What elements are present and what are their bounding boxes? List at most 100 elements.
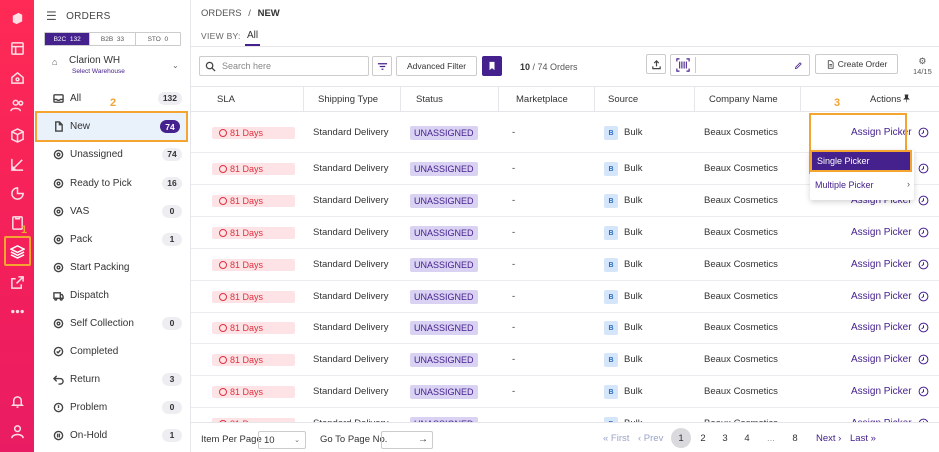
document-icon xyxy=(827,59,834,69)
history-icon[interactable] xyxy=(918,127,929,138)
first-page-button[interactable]: « First xyxy=(603,433,630,444)
layout-icon[interactable] xyxy=(7,38,27,58)
table-row[interactable]: 81 Days Standard Delivery UNASSIGNED - B Bulk… xyxy=(191,113,939,153)
segment-b2c[interactable]: B2C 132 xyxy=(45,33,91,45)
assign-picker-link[interactable]: Assign Picker xyxy=(851,291,912,302)
sidebar-item-label: Return xyxy=(70,373,101,385)
marketplace-cell: - xyxy=(512,195,516,206)
last-page-button[interactable]: Last » xyxy=(850,433,876,444)
company-cell: Beaux Cosmetics xyxy=(704,386,778,397)
arrow-right-icon[interactable]: → xyxy=(418,434,428,445)
layers-icon[interactable] xyxy=(4,236,31,266)
column-status[interactable]: Status xyxy=(416,93,443,105)
sidebar-item-start-packing[interactable]: Start Packing xyxy=(34,253,191,281)
table-row[interactable]: 81 Days Standard Delivery UNASSIGNED - B Bulk… xyxy=(191,281,939,313)
table-row[interactable]: 81 Days Standard Delivery UNASSIGNED - B Bulk… xyxy=(191,376,939,408)
page-1[interactable]: 1 xyxy=(671,428,691,448)
sidebar-item-completed[interactable]: Completed xyxy=(34,337,191,365)
create-order-label: Create Order xyxy=(837,59,888,69)
sidebar-item-unassigned[interactable]: Unassigned 74 xyxy=(34,140,191,168)
user-icon[interactable] xyxy=(7,421,27,441)
history-icon[interactable] xyxy=(918,291,929,302)
column-source[interactable]: Source xyxy=(608,93,639,105)
logo-icon[interactable] xyxy=(7,8,27,28)
bookmark-icon xyxy=(489,61,495,71)
history-icon[interactable] xyxy=(918,227,929,238)
upload-button[interactable] xyxy=(646,54,666,74)
source-cell: Bulk xyxy=(624,259,643,270)
column-marketplace[interactable]: Marketplace xyxy=(516,93,568,105)
pie-chart-icon[interactable] xyxy=(7,183,27,203)
assign-picker-link[interactable]: Assign Picker xyxy=(851,354,912,365)
table-row[interactable]: 81 Days Standard Delivery UNASSIGNED - B Bulk… xyxy=(191,217,939,249)
advanced-filter-button[interactable]: Advanced Filter xyxy=(396,56,477,76)
table-row[interactable]: 81 Days Standard Delivery UNASSIGNED - B Bulk… xyxy=(191,185,939,217)
assign-picker-link[interactable]: Assign Picker xyxy=(851,259,912,270)
table-row[interactable]: 81 Days Standard Delivery UNASSIGNED - B Bulk… xyxy=(191,312,939,344)
table-row[interactable]: 81 Days Standard Delivery UNASSIGNED - B Bulk… xyxy=(191,344,939,376)
bell-icon[interactable] xyxy=(7,391,27,411)
more-icon[interactable] xyxy=(7,301,27,321)
edit-icon[interactable] xyxy=(794,61,803,70)
assign-picker-link[interactable]: Assign Picker xyxy=(851,386,912,397)
warehouse-icon: ⌂ xyxy=(52,57,58,67)
sidebar-item-problem[interactable]: Problem 0 xyxy=(34,393,191,421)
home-icon[interactable] xyxy=(7,67,27,87)
filter-button[interactable] xyxy=(372,56,392,76)
history-icon[interactable] xyxy=(918,163,929,174)
create-order-button[interactable]: Create Order xyxy=(815,54,898,74)
tab-all[interactable]: All xyxy=(247,30,259,41)
assign-picker-link[interactable]: Assign Picker xyxy=(851,127,912,138)
search-input[interactable] xyxy=(222,59,362,73)
menu-item-single-picker[interactable]: Single Picker xyxy=(810,150,912,172)
page-2[interactable]: 2 xyxy=(700,432,706,444)
page-4[interactable]: 4 xyxy=(744,432,750,444)
sidebar-item-on-hold[interactable]: On-Hold 1 xyxy=(34,421,191,449)
sidebar-item-all[interactable]: All 132 xyxy=(34,84,191,112)
per-page-select[interactable]: 10 ⌄ xyxy=(258,431,306,449)
assign-picker-link[interactable]: Assign Picker xyxy=(851,195,912,206)
sidebar-item-pack[interactable]: Pack 1 xyxy=(34,225,191,253)
assign-picker-link[interactable]: Assign Picker xyxy=(851,227,912,238)
menu-icon[interactable]: ☰ xyxy=(46,9,58,23)
prev-page-button[interactable]: ‹ Prev xyxy=(638,433,664,444)
column-actions[interactable]: Actions xyxy=(870,93,902,105)
segment-sto[interactable]: STO 0 xyxy=(147,35,169,43)
filter-icon xyxy=(377,62,387,70)
sidebar-item-vas[interactable]: VAS 0 xyxy=(34,197,191,225)
sidebar-item-return[interactable]: Return 3 xyxy=(34,365,191,393)
column-settings[interactable]: ⚙ 14/15 xyxy=(913,56,932,76)
history-icon[interactable] xyxy=(918,195,929,206)
order-count: 10 / 74 Orders xyxy=(520,62,578,72)
breadcrumb-parent[interactable]: ORDERS xyxy=(201,8,242,19)
pin-icon[interactable] xyxy=(902,94,911,103)
menu-item-multiple-picker[interactable]: Multiple Picker xyxy=(815,180,874,190)
clock-icon xyxy=(219,129,227,137)
bookmark-button[interactable] xyxy=(482,56,502,76)
table-row[interactable]: 81 Days Standard Delivery UNASSIGNED - B Bulk… xyxy=(191,249,939,281)
history-icon[interactable] xyxy=(918,354,929,365)
sidebar-item-self-collection[interactable]: Self Collection 0 xyxy=(34,309,191,337)
history-icon[interactable] xyxy=(918,386,929,397)
users-icon[interactable] xyxy=(7,95,27,115)
assign-picker-link[interactable]: Assign Picker xyxy=(851,322,912,333)
column-company-name[interactable]: Company Name xyxy=(709,93,778,105)
clipboard-icon[interactable] xyxy=(7,212,27,232)
column-shipping-type[interactable]: Shipping Type xyxy=(318,93,379,105)
sidebar-item-ready-to-pick[interactable]: Ready to Pick 16 xyxy=(34,169,191,197)
segment-b2b[interactable]: B2B 33 xyxy=(90,33,136,45)
page-8[interactable]: 8 xyxy=(792,432,798,444)
history-icon[interactable] xyxy=(918,322,929,333)
next-page-button[interactable]: Next › xyxy=(816,433,842,444)
box-icon[interactable] xyxy=(7,125,27,145)
sidebar-item-new[interactable]: New 74 xyxy=(35,111,188,142)
external-link-icon[interactable] xyxy=(7,272,27,292)
search-box xyxy=(199,56,369,76)
sidebar-item-dispatch[interactable]: Dispatch xyxy=(34,281,191,309)
column-sla[interactable]: SLA xyxy=(217,93,235,105)
page-3[interactable]: 3 xyxy=(722,432,728,444)
history-icon[interactable] xyxy=(918,259,929,270)
goto-page-input[interactable]: → xyxy=(381,431,433,449)
return-icon[interactable] xyxy=(7,154,27,174)
barcode-scan-box[interactable] xyxy=(670,54,810,76)
